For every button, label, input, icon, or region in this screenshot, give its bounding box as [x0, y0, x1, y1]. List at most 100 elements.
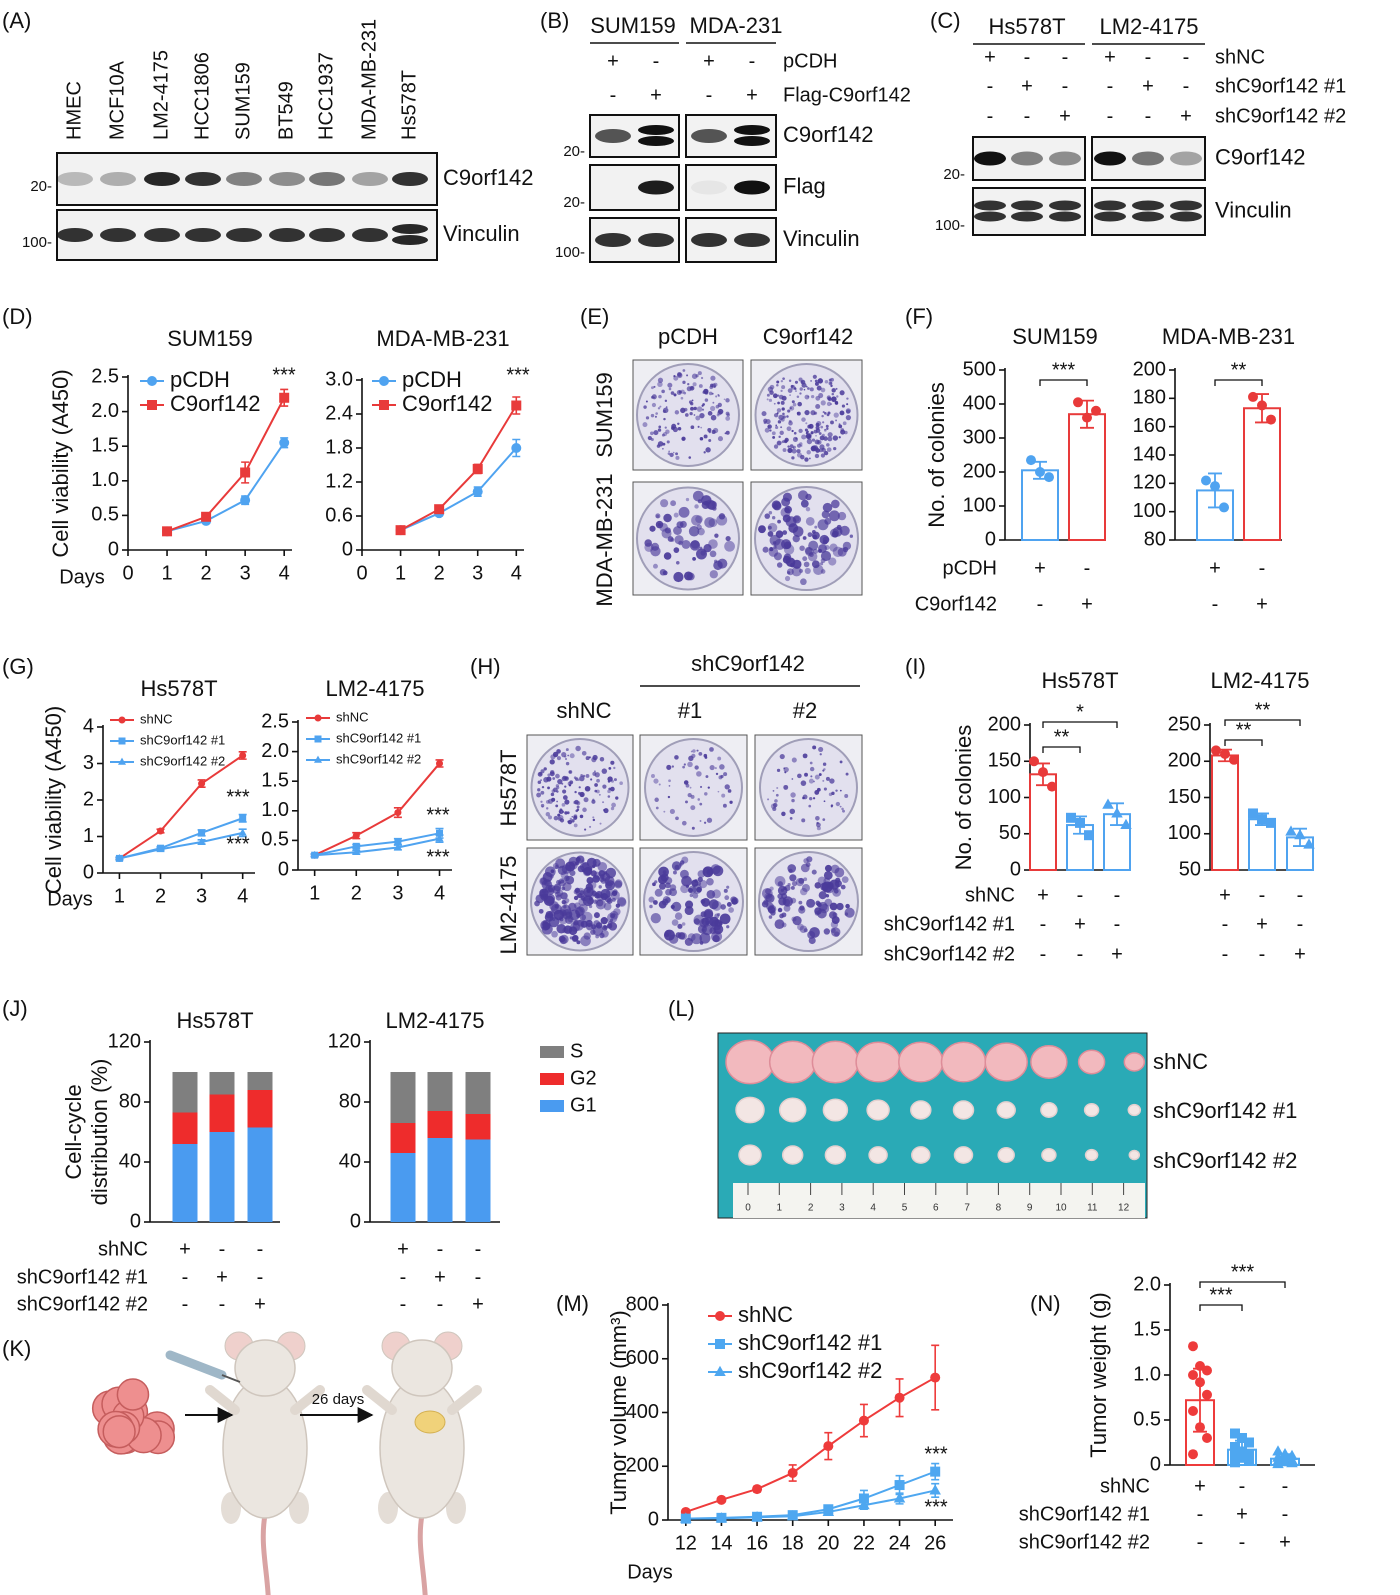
colony — [792, 436, 798, 442]
colony — [816, 822, 821, 828]
colony — [767, 894, 771, 898]
band — [691, 129, 727, 143]
colony — [548, 815, 552, 820]
colony — [840, 428, 845, 432]
lane-label: Hs578T — [398, 70, 420, 140]
data-point — [435, 834, 444, 842]
colony — [707, 500, 717, 510]
legend-marker — [147, 376, 157, 386]
colony — [698, 384, 703, 388]
data-point — [1303, 838, 1315, 849]
colony — [823, 436, 828, 441]
colony — [690, 425, 695, 430]
y-tick-label: 1.2 — [325, 470, 353, 492]
colony — [820, 387, 826, 393]
tumor — [811, 1040, 860, 1084]
colony — [707, 786, 710, 789]
colony — [822, 539, 828, 545]
series-line — [118, 754, 244, 860]
ruler-label: 0 — [745, 1203, 751, 1214]
sign: + — [1074, 913, 1086, 935]
colony — [822, 421, 825, 424]
colony — [824, 412, 827, 415]
colony — [787, 571, 791, 575]
lane-label: BT549 — [275, 81, 297, 140]
sign: + — [254, 1293, 266, 1315]
colony — [773, 402, 776, 405]
row-label: shC9orf142 #2 — [1019, 1531, 1150, 1553]
colony — [777, 881, 783, 887]
colony — [564, 898, 570, 904]
colony — [706, 877, 714, 886]
colony — [825, 893, 830, 898]
colony — [665, 429, 670, 434]
sign: - — [1077, 943, 1084, 965]
colony — [573, 814, 578, 819]
band — [392, 224, 428, 234]
sign: + — [1104, 46, 1116, 68]
colony — [817, 378, 824, 384]
colony — [610, 806, 615, 811]
data-point — [201, 511, 212, 522]
mouse-tail — [260, 1514, 271, 1595]
sign: + — [1111, 943, 1123, 965]
colony — [796, 411, 801, 416]
tumor — [1030, 1045, 1068, 1079]
panel-label: (E) — [580, 304, 609, 329]
sign: - — [1183, 46, 1190, 68]
annotation: *** — [272, 364, 296, 386]
data-point — [1202, 1389, 1212, 1400]
colony — [830, 927, 836, 933]
colony — [767, 522, 778, 533]
data-point — [858, 1493, 869, 1504]
x-tick-label: 1 — [114, 885, 125, 907]
annotation: *** — [1052, 359, 1076, 381]
colony — [696, 771, 702, 777]
colony — [731, 898, 738, 905]
x-tick-label: 2 — [351, 882, 362, 904]
colony — [783, 766, 789, 773]
colony — [682, 380, 686, 384]
colony — [583, 797, 589, 803]
colony — [600, 917, 608, 925]
colony — [694, 879, 698, 883]
colony — [708, 391, 713, 396]
colony — [764, 513, 771, 519]
colony — [565, 748, 569, 752]
colony — [681, 820, 687, 826]
data-point — [1257, 400, 1267, 411]
colony — [820, 453, 826, 458]
data-point — [1272, 1445, 1284, 1456]
colony — [778, 435, 781, 439]
x-tick-label: 12 — [675, 1532, 697, 1554]
y-tick-label: 400 — [963, 392, 996, 414]
colony — [816, 908, 827, 919]
colony — [822, 411, 825, 414]
colony — [673, 526, 682, 535]
colony — [772, 501, 782, 511]
colony — [697, 798, 701, 801]
bar-segment — [465, 1139, 491, 1222]
chart-title: Hs578T — [140, 676, 217, 701]
colony — [832, 546, 844, 558]
colony — [835, 877, 841, 883]
chart-title: MDA-MB-231 — [376, 326, 509, 351]
tumor — [868, 1146, 888, 1164]
y-tick-label: 1.0 — [1133, 1363, 1161, 1385]
colony — [683, 780, 689, 785]
colony — [822, 818, 826, 822]
colony — [594, 772, 600, 778]
colony — [780, 400, 785, 405]
colony — [792, 515, 802, 524]
tumor — [997, 1147, 1015, 1163]
legend-marker — [118, 737, 126, 745]
data-point — [752, 1484, 763, 1495]
colony — [561, 886, 566, 891]
colony — [839, 789, 842, 792]
colony — [845, 772, 849, 776]
colony — [817, 441, 821, 444]
y-tick-label: 1.5 — [1133, 1318, 1161, 1340]
colony — [650, 413, 655, 418]
colony — [557, 816, 562, 822]
bar-segment — [427, 1138, 453, 1222]
